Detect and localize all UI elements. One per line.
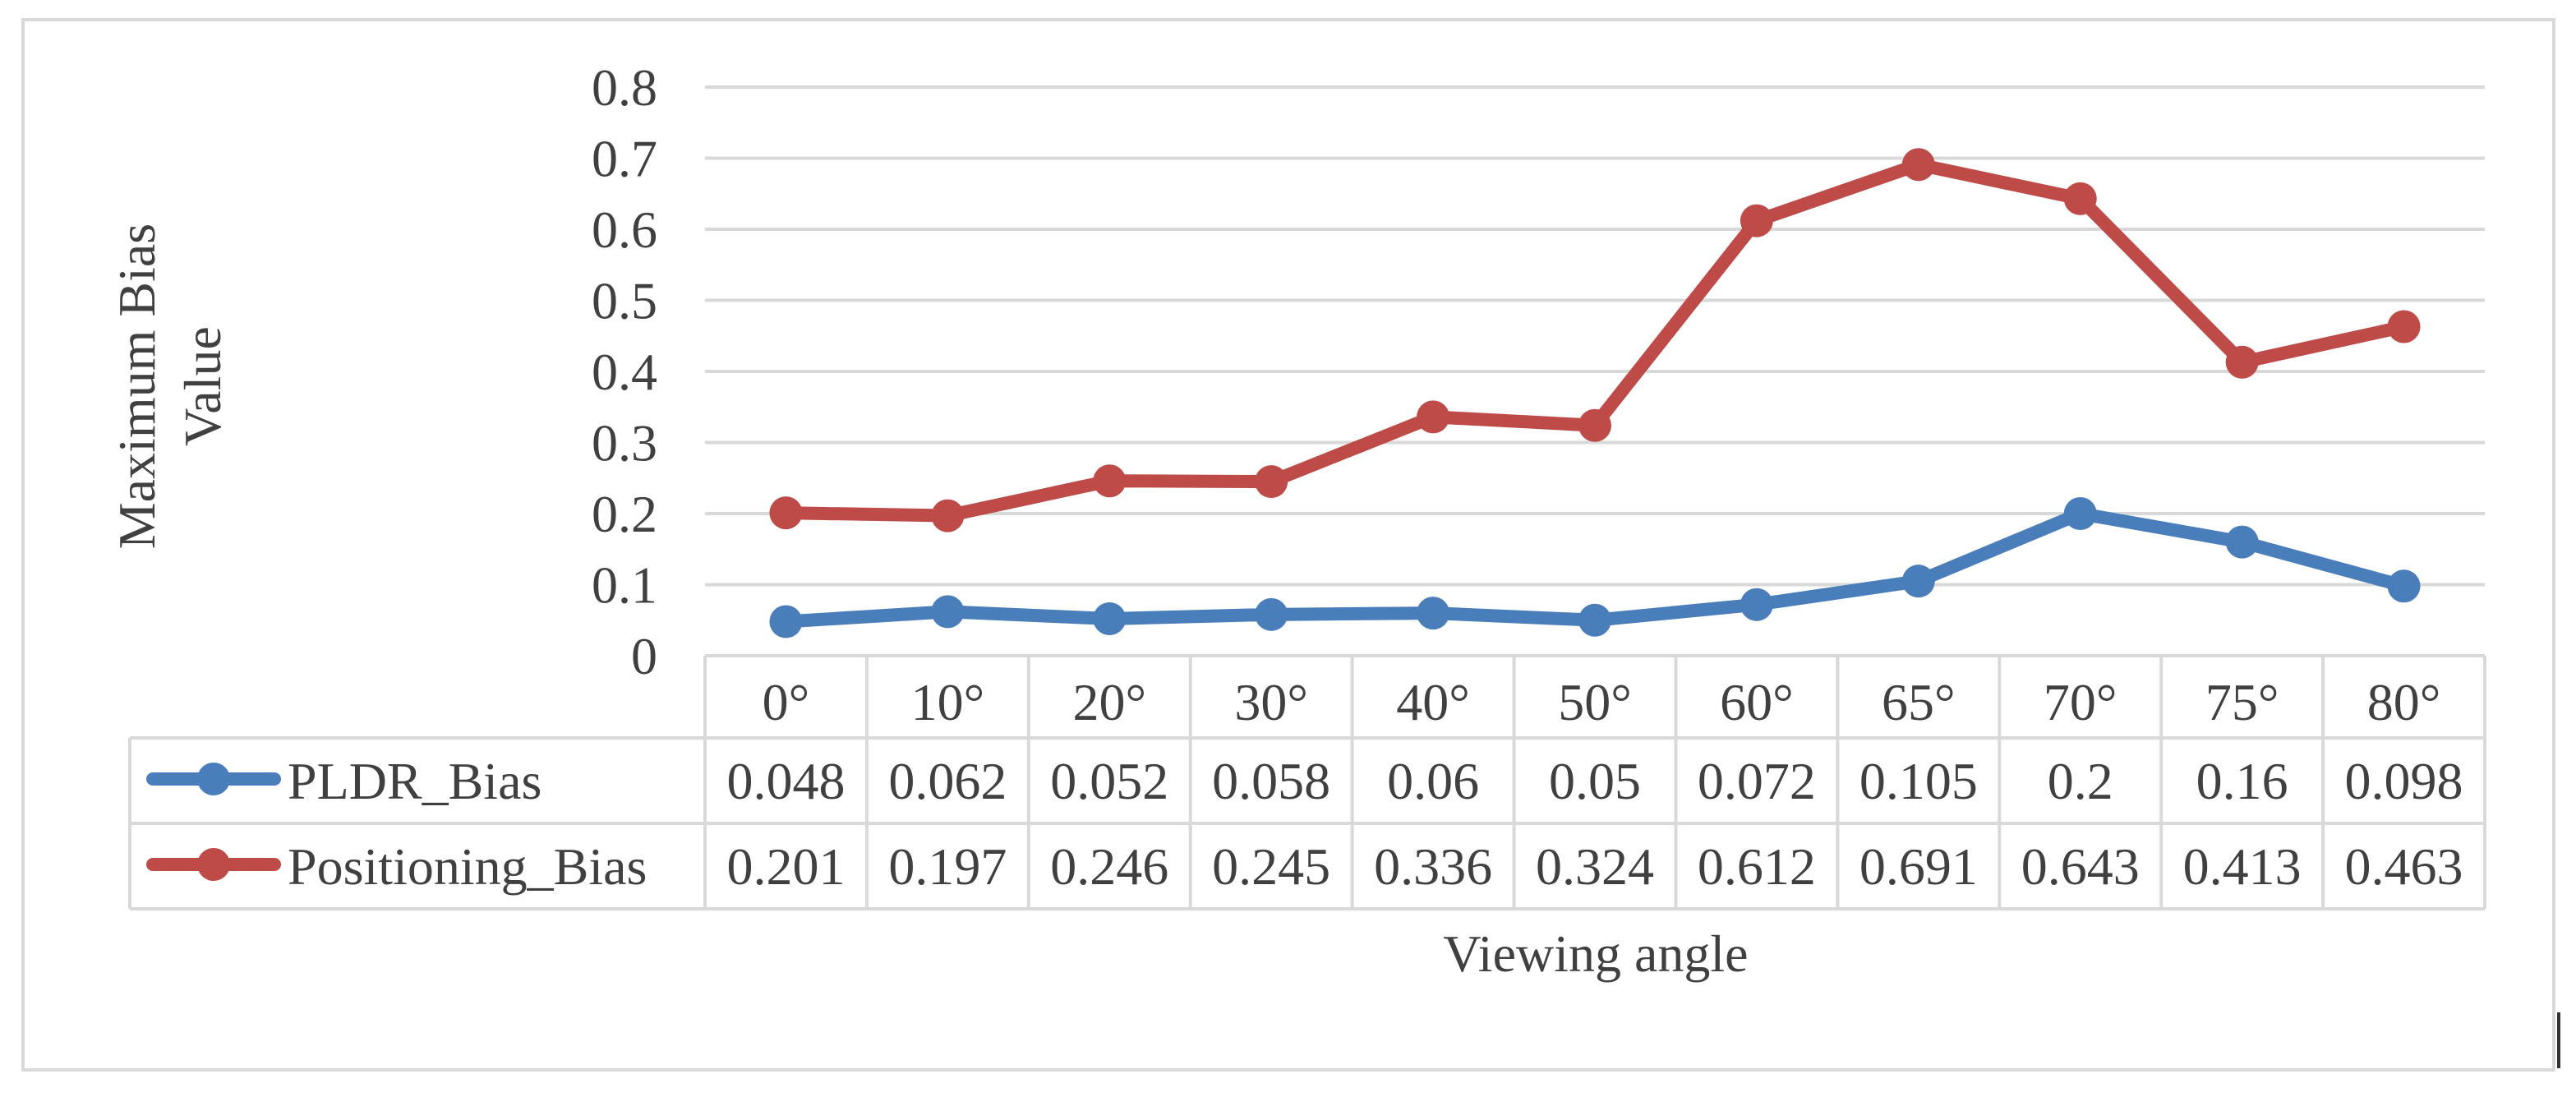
data-label: 0.098 xyxy=(2345,752,2463,810)
x-axis-title: Viewing angle xyxy=(1443,924,1748,983)
data-point xyxy=(1901,148,1935,182)
data-label: 0.463 xyxy=(2345,837,2463,896)
x-tick-label: 20° xyxy=(1072,673,1146,731)
legend-key-marker xyxy=(197,763,230,795)
data-point xyxy=(1417,597,1450,630)
data-label: 0.197 xyxy=(888,837,1007,896)
data-point xyxy=(931,595,965,629)
x-tick-label: 10° xyxy=(911,673,985,731)
data-label: 0.691 xyxy=(1859,837,1978,896)
data-point xyxy=(769,496,803,530)
data-point xyxy=(2063,497,2097,530)
y-tick-label: 0.5 xyxy=(592,272,657,330)
y-axis-ticks: 0 0.1 0.2 0.3 0.4 0.5 0.6 0.7 0.8 xyxy=(592,58,657,685)
y-tick-label: 0.8 xyxy=(592,58,657,117)
x-tick-label: 70° xyxy=(2044,673,2117,731)
chart-frame xyxy=(21,18,2555,1072)
x-tick-label: 0° xyxy=(763,673,810,731)
legend-label: Positioning_Bias xyxy=(288,837,647,896)
data-point xyxy=(1901,565,1935,598)
data-point xyxy=(2225,345,2259,379)
y-tick-label: 0.4 xyxy=(592,343,657,401)
data-label: 0.058 xyxy=(1212,752,1330,810)
data-point xyxy=(2387,569,2421,603)
data-label: 0.246 xyxy=(1050,837,1168,896)
data-point xyxy=(1255,465,1288,499)
data-point xyxy=(769,605,803,638)
y-axis-title-line-2: Value xyxy=(173,326,232,446)
data-label: 0.201 xyxy=(726,837,845,896)
data-label: 0.048 xyxy=(726,752,845,810)
x-tick-label: 80° xyxy=(2367,673,2441,731)
data-label: 0.05 xyxy=(1549,752,1641,810)
x-tick-label: 60° xyxy=(1720,673,1794,731)
data-label: 0.2 xyxy=(2048,752,2113,810)
data-table: 0° 10° 20° 30° 40° 50° 60° 65° 70° 75° 80° PLDR_Bia… xyxy=(128,654,2486,910)
data-label: 0.16 xyxy=(2196,752,2288,810)
y-tick-label: 0.1 xyxy=(592,556,657,615)
x-tick-label: 75° xyxy=(2205,673,2279,731)
x-tick-label: 30° xyxy=(1234,673,1308,731)
data-point xyxy=(1093,602,1127,636)
legend-key-marker xyxy=(197,848,230,881)
data-label: 0.072 xyxy=(1698,752,1816,810)
series-lines xyxy=(769,148,2421,638)
data-label: 0.06 xyxy=(1387,752,1479,810)
data-label: 0.052 xyxy=(1050,752,1168,810)
data-point xyxy=(1417,400,1450,434)
data-label: 0.105 xyxy=(1859,752,1978,810)
data-point xyxy=(2063,182,2097,215)
data-label: 0.643 xyxy=(2021,837,2140,896)
data-point xyxy=(2225,525,2259,559)
data-point xyxy=(1255,597,1288,631)
data-label: 0.245 xyxy=(1212,837,1330,896)
data-label: 0.062 xyxy=(888,752,1007,810)
y-tick-label: 0 xyxy=(631,627,657,685)
data-point xyxy=(2387,310,2421,343)
data-label: 0.413 xyxy=(2183,837,2302,896)
y-tick-label: 0.3 xyxy=(592,414,657,472)
y-axis-title-line-1: Maximum Bias xyxy=(108,224,166,549)
series-line-positioning-bias xyxy=(779,158,2411,523)
legend-label: PLDR_Bias xyxy=(288,752,541,810)
y-tick-label: 0.2 xyxy=(592,485,657,543)
y-tick-label: 0.6 xyxy=(592,201,657,259)
data-point xyxy=(1578,408,1611,442)
data-point xyxy=(1740,204,1773,237)
data-point xyxy=(1093,464,1127,498)
data-label: 0.336 xyxy=(1374,837,1492,896)
data-point xyxy=(931,499,965,532)
data-point xyxy=(1740,588,1773,621)
data-label: 0.612 xyxy=(1698,837,1816,896)
y-tick-label: 0.7 xyxy=(592,130,657,188)
data-point xyxy=(1578,603,1611,637)
x-tick-label: 40° xyxy=(1396,673,1470,731)
gridlines xyxy=(705,85,2485,587)
x-tick-label: 50° xyxy=(1558,673,1632,731)
data-label: 0.324 xyxy=(1536,837,1654,896)
x-tick-label: 65° xyxy=(1882,673,1956,731)
